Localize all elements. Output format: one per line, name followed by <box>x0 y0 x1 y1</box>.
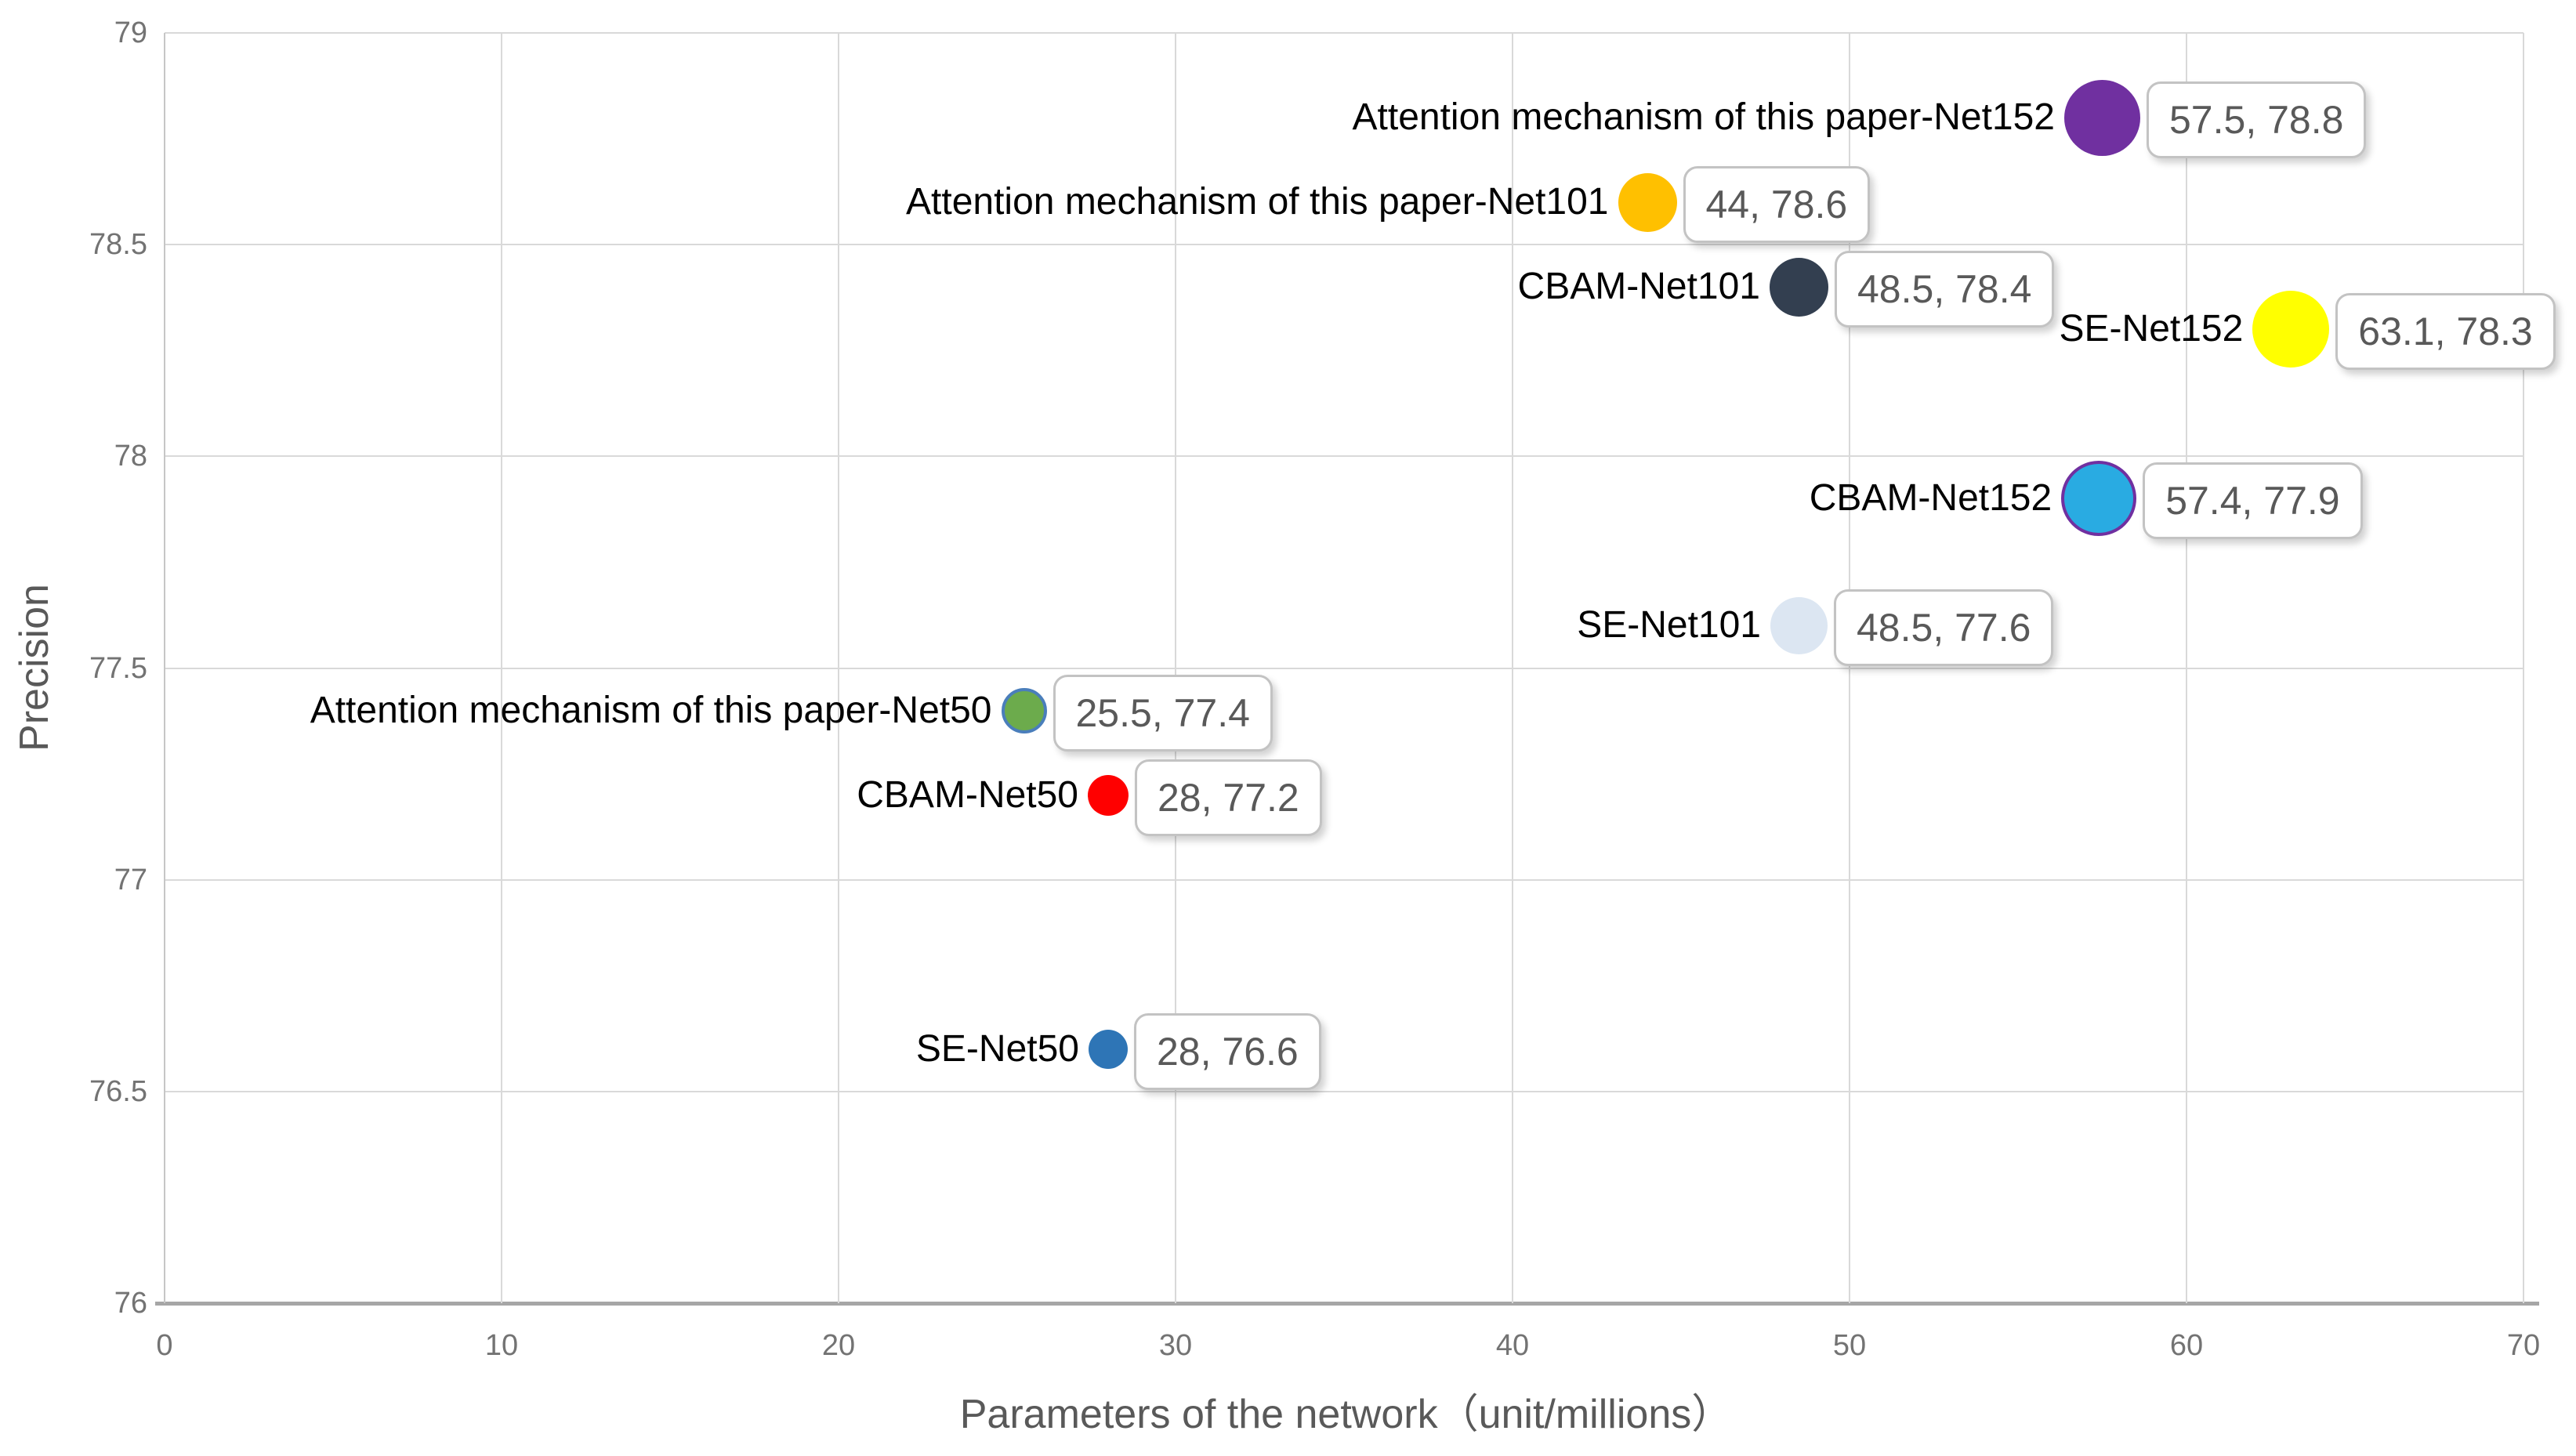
data-point-bubble[interactable] <box>2252 291 2330 368</box>
x-gridline <box>501 33 502 1303</box>
point-name-label: Attention mechanism of this paper-Net152 <box>1352 96 2055 139</box>
y-tick-label: 78 <box>114 440 147 473</box>
point-name-label: CBAM-Net50 <box>857 773 1078 816</box>
y-tick-label: 76 <box>114 1287 147 1320</box>
y-gridline <box>165 455 2523 458</box>
x-tick-label: 40 <box>1495 1329 1530 1362</box>
x-tick-label: 0 <box>156 1329 173 1362</box>
y-gridline <box>165 878 2523 881</box>
point-name-label: CBAM-Net152 <box>1809 477 2052 520</box>
x-axis-line <box>155 1302 2539 1306</box>
data-point-callout[interactable]: 63.1, 78.3 <box>2335 293 2556 371</box>
x-gridline <box>838 33 839 1303</box>
data-point-callout[interactable]: 44, 78.6 <box>1683 166 1871 244</box>
point-name-label: Attention mechanism of this paper-Net50 <box>310 689 992 731</box>
data-point-bubble[interactable] <box>2064 79 2140 156</box>
y-tick-label: 79 <box>114 16 147 49</box>
data-point-callout[interactable]: 28, 76.6 <box>1134 1012 1321 1090</box>
data-point-callout[interactable]: 28, 77.2 <box>1135 759 1322 836</box>
x-gridline <box>2523 33 2524 1303</box>
x-tick-label: 60 <box>2169 1329 2204 1362</box>
x-tick-label: 30 <box>1158 1329 1193 1362</box>
data-point-callout[interactable]: 25.5, 77.4 <box>1053 674 1273 752</box>
data-point-callout[interactable]: 57.4, 77.9 <box>2143 462 2363 540</box>
data-point-callout[interactable]: 57.5, 78.8 <box>2147 81 2367 159</box>
x-gridline <box>2186 33 2187 1303</box>
x-tick-label: 20 <box>821 1329 856 1362</box>
x-gridline <box>1849 33 1850 1303</box>
point-name-label: Attention mechanism of this paper-Net101 <box>906 181 1609 223</box>
y-tick-label: 77.5 <box>89 651 147 685</box>
data-point-bubble[interactable] <box>1770 257 1828 317</box>
y-axis-line <box>164 33 165 1303</box>
x-tick-label: 70 <box>2506 1329 2541 1362</box>
data-point-bubble[interactable] <box>1618 172 1677 232</box>
x-axis-title: Parameters of the network（unit/millions） <box>959 1392 1733 1437</box>
y-gridline <box>165 1090 2523 1092</box>
data-point-bubble[interactable] <box>1001 687 1047 733</box>
point-name-label: SE-Net50 <box>915 1027 1079 1070</box>
y-tick-label: 76.5 <box>89 1074 147 1108</box>
data-point-bubble[interactable] <box>1088 774 1129 816</box>
data-point-bubble[interactable] <box>1770 596 1828 654</box>
data-point-bubble[interactable] <box>2061 461 2137 537</box>
y-tick-label: 78.5 <box>89 228 147 262</box>
point-name-label: SE-Net101 <box>1577 604 1761 647</box>
x-gridline <box>1512 33 1513 1303</box>
y-gridline <box>165 244 2523 246</box>
y-gridline <box>165 667 2523 669</box>
data-point-callout[interactable]: 48.5, 78.4 <box>1835 251 2055 328</box>
x-gridline <box>1175 33 1176 1303</box>
y-tick-label: 77 <box>114 863 147 896</box>
data-point-bubble[interactable] <box>1089 1029 1128 1069</box>
data-point-callout[interactable]: 48.5, 77.6 <box>1834 589 2054 667</box>
x-tick-label: 10 <box>484 1329 519 1362</box>
x-tick-label: 50 <box>1832 1329 1867 1362</box>
y-gridline <box>165 32 2523 34</box>
point-name-label: CBAM-Net101 <box>1517 266 1760 308</box>
point-name-label: SE-Net152 <box>2059 308 2244 350</box>
